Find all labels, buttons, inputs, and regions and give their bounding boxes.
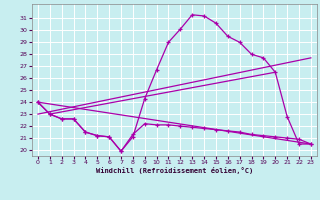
X-axis label: Windchill (Refroidissement éolien,°C): Windchill (Refroidissement éolien,°C) — [96, 167, 253, 174]
